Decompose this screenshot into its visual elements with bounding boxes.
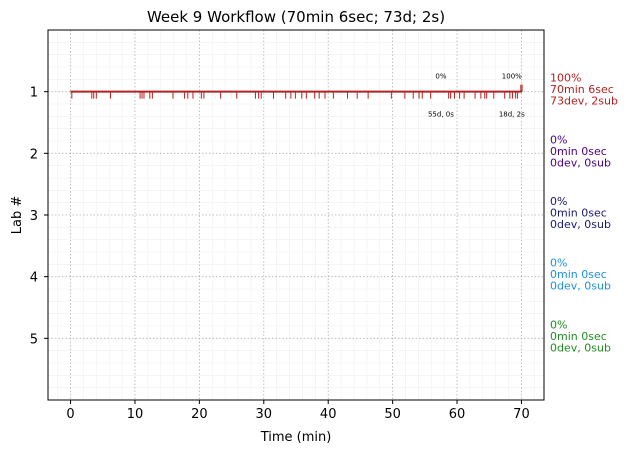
lab-2-summary-label: 0% — [550, 133, 567, 146]
lab-2-summary-label: 0dev, 0sub — [550, 156, 611, 169]
segment-percent-label: 100% — [502, 73, 522, 81]
x-tick-label: 10 — [127, 407, 144, 422]
y-axis-label: Lab # — [10, 196, 25, 235]
y-tick-label: 4 — [30, 271, 38, 286]
lab-1-summary-label: 73dev, 2sub — [550, 95, 618, 108]
x-tick-label: 0 — [66, 407, 74, 422]
lab-3-summary-label: 0dev, 0sub — [550, 218, 611, 231]
x-tick-label: 30 — [256, 407, 273, 422]
lab-1-summary-label: 100% — [550, 72, 581, 85]
x-axis-label: Time (min) — [260, 430, 332, 445]
y-tick-label: 5 — [30, 332, 38, 347]
lab-5-summary-label: 0dev, 0sub — [550, 341, 611, 354]
grid — [48, 30, 544, 400]
lab-4-summary-label: 0% — [550, 257, 567, 270]
chart-title: Week 9 Workflow (70min 6sec; 73d; 2s) — [147, 8, 445, 26]
x-tick-label: 70 — [513, 407, 530, 422]
segment-count-label: 55d, 0s — [428, 111, 454, 119]
lab-5-summary-label: 0% — [550, 318, 567, 331]
segment-percent-label: 0% — [435, 73, 446, 81]
axis-ticks: 0 10 20 30 40 50 60 70 1 2 3 4 5 — [30, 86, 530, 422]
y-tick-label: 3 — [30, 209, 38, 224]
y-tick-label: 1 — [30, 86, 38, 101]
lab-2-summary-label: 0min 0sec — [550, 145, 607, 158]
lab-3-summary-label: 0% — [550, 195, 567, 208]
lab-3-summary-label: 0min 0sec — [550, 207, 607, 220]
y-tick-label: 2 — [30, 147, 38, 162]
lab-4-summary-label: 0dev, 0sub — [550, 280, 611, 293]
x-tick-label: 40 — [320, 407, 337, 422]
plot-data: 0% 55d, 0s 100% 18d, 2s — [70, 73, 525, 119]
x-tick-label: 60 — [449, 407, 466, 422]
segment-count-label: 18d, 2s — [499, 111, 525, 119]
lab-5-summary-label: 0min 0sec — [550, 330, 607, 343]
lab-4-summary-label: 0min 0sec — [550, 268, 607, 281]
x-tick-label: 50 — [384, 407, 401, 422]
x-tick-label: 20 — [191, 407, 208, 422]
lab-1-summary-label: 70min 6sec — [550, 83, 614, 96]
